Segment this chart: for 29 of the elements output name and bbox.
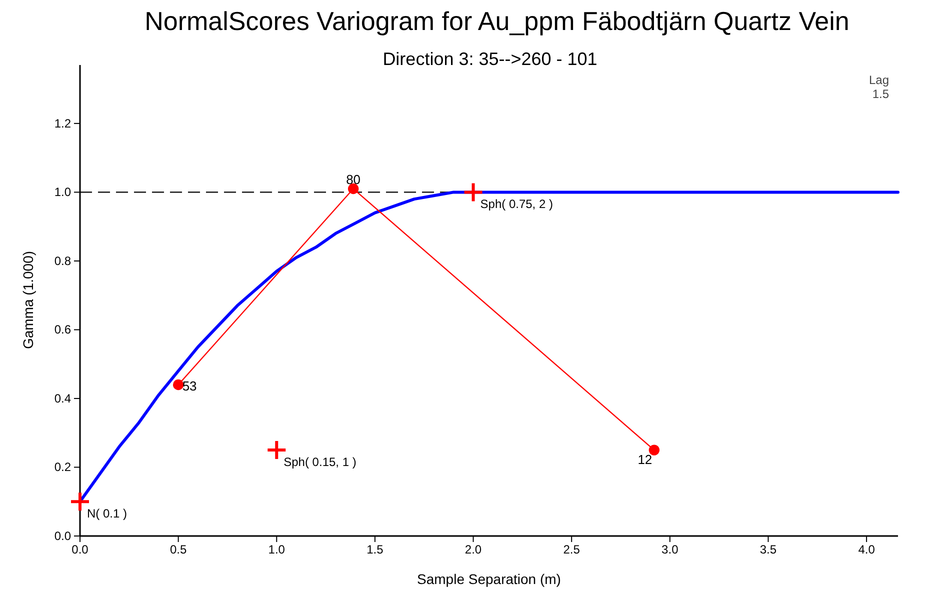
- chart-title: NormalScores Variogram for Au_ppm Fäbodtjärn Quartz Vein: [144, 6, 850, 36]
- y-tick-label: 1.2: [54, 116, 72, 130]
- x-tick-label: 1.0: [268, 542, 286, 557]
- y-tick-label: 0.2: [54, 460, 72, 474]
- x-tick-label: 1.5: [366, 542, 384, 557]
- annotation: N( 0.1 ): [87, 506, 128, 521]
- annotation: 12: [638, 452, 652, 468]
- x-tick-label: 0.5: [170, 542, 187, 557]
- y-tick-label: 0.8: [54, 254, 72, 268]
- y-tick-label: 0.4: [54, 391, 72, 406]
- x-tick-label: 2.5: [563, 542, 580, 557]
- y-axis-title: Gamma (1.000): [20, 250, 36, 350]
- x-tick-label: 0.0: [72, 542, 89, 557]
- y-tick-label: 0.0: [54, 528, 72, 543]
- x-tick-label: 3.5: [760, 542, 777, 557]
- point: [172, 379, 184, 390]
- annotation: Sph( 0.15, 1 ): [284, 455, 356, 470]
- y-tick-label: 0.6: [54, 322, 72, 337]
- annotation: 53: [182, 378, 197, 394]
- y-tick-label: 1.0: [54, 185, 72, 200]
- chart-subtitle: Direction 3: 35-->260 - 101: [382, 49, 598, 69]
- x-tick-label: 4.0: [858, 542, 876, 557]
- x-tick-label: 3.0: [662, 542, 679, 557]
- annotation: Sph( 0.75, 2 ): [480, 197, 553, 212]
- annotation: Lag 1.5: [868, 73, 890, 101]
- x-axis-title: Sample Separation (m): [417, 571, 561, 587]
- x-tick-label: 2.0: [464, 542, 482, 557]
- annotation: 80: [346, 172, 361, 187]
- point: [648, 444, 660, 456]
